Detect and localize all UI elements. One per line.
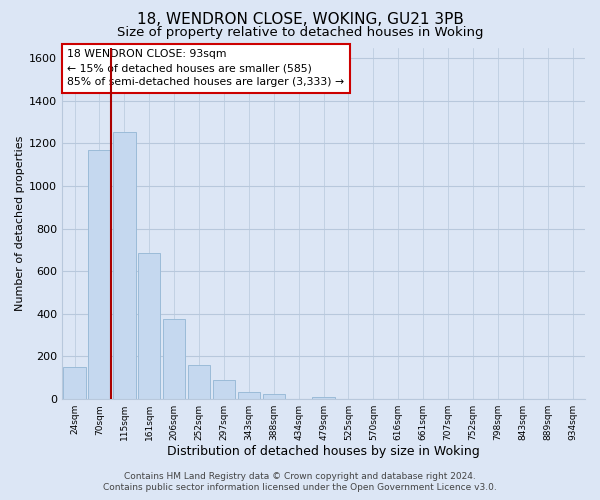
- Bar: [113, 132, 136, 399]
- Bar: [88, 150, 111, 399]
- Bar: [188, 365, 210, 399]
- Bar: [163, 319, 185, 399]
- Bar: [313, 397, 335, 399]
- Text: 18, WENDRON CLOSE, WOKING, GU21 3PB: 18, WENDRON CLOSE, WOKING, GU21 3PB: [137, 12, 463, 28]
- Bar: [213, 380, 235, 399]
- Bar: [138, 253, 160, 399]
- Bar: [263, 394, 285, 399]
- Text: 18 WENDRON CLOSE: 93sqm
← 15% of detached houses are smaller (585)
85% of semi-d: 18 WENDRON CLOSE: 93sqm ← 15% of detache…: [67, 50, 344, 88]
- Y-axis label: Number of detached properties: Number of detached properties: [15, 136, 25, 311]
- X-axis label: Distribution of detached houses by size in Woking: Distribution of detached houses by size …: [167, 444, 480, 458]
- Bar: [64, 366, 86, 399]
- Text: Size of property relative to detached houses in Woking: Size of property relative to detached ho…: [117, 26, 483, 39]
- Text: Contains HM Land Registry data © Crown copyright and database right 2024.
Contai: Contains HM Land Registry data © Crown c…: [103, 472, 497, 492]
- Bar: [238, 392, 260, 399]
